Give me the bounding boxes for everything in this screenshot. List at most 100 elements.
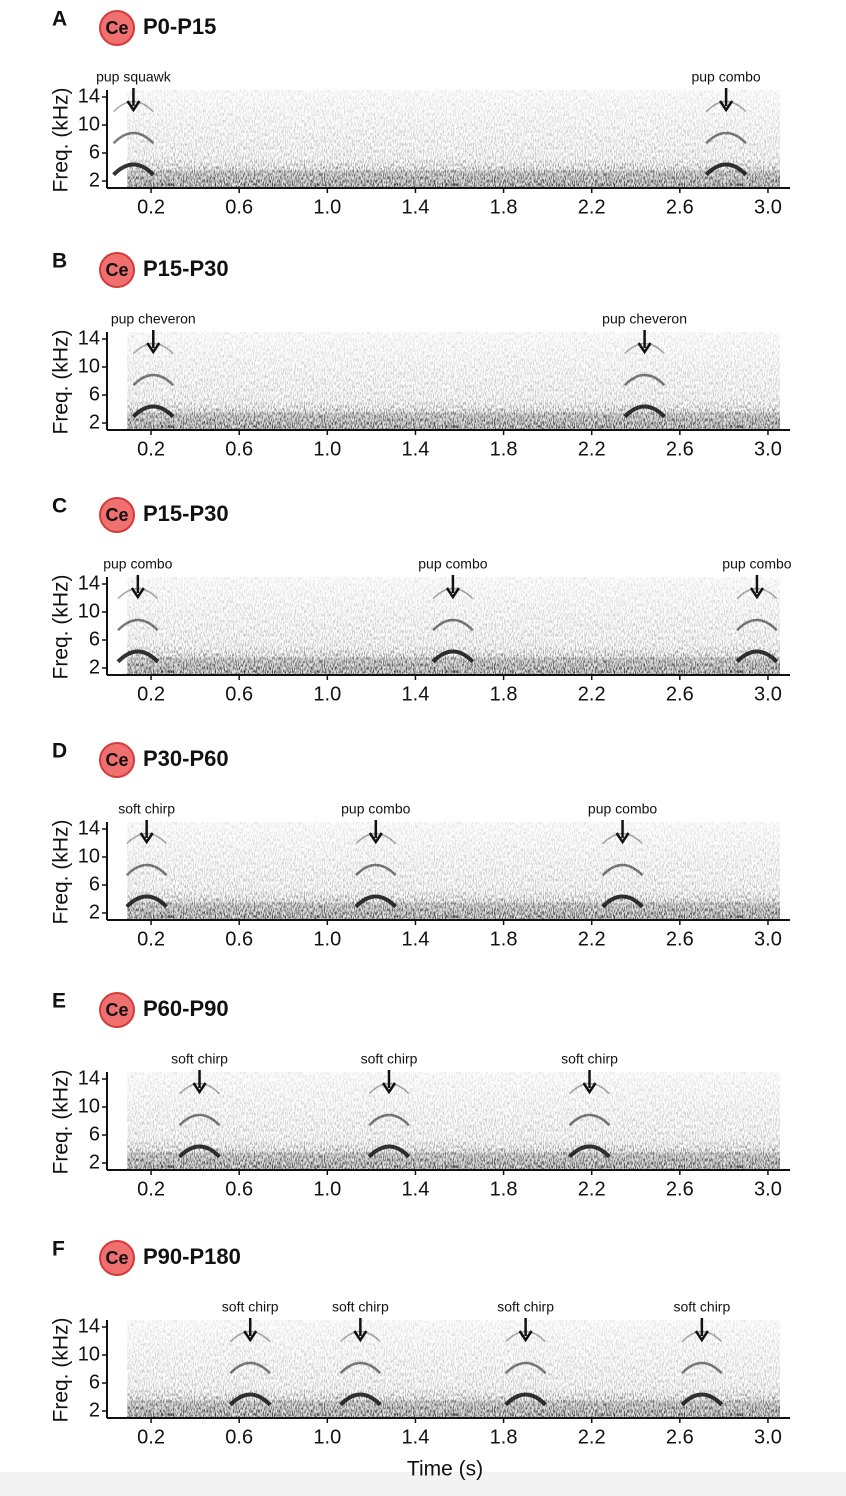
annotation-label: soft chirp [332, 1299, 389, 1315]
annotation-label: soft chirp [361, 1051, 418, 1067]
call-harmonic [505, 1330, 547, 1343]
badge-circle [99, 497, 135, 533]
call-harmonic [504, 1361, 547, 1375]
x-tick-label: 2.6 [666, 196, 694, 218]
annotation-arrow-head [749, 587, 764, 600]
call-harmonic [339, 1330, 381, 1343]
y-tick-label: 10 [78, 113, 100, 135]
annotation-arrow-head [130, 587, 145, 600]
call-harmonic [112, 162, 155, 177]
call-harmonic [623, 404, 666, 419]
noise-band [127, 1400, 780, 1418]
badge-text: Ce [105, 750, 128, 770]
call-harmonic [339, 1392, 382, 1407]
y-axis-title: Freq. (kHz) [50, 575, 73, 680]
age-label: P30-P60 [143, 746, 229, 771]
call-harmonic [116, 649, 160, 664]
badge-text: Ce [105, 260, 128, 280]
y-axis-title: Freq. (kHz) [50, 1318, 73, 1423]
x-tick-label: 2.2 [578, 928, 606, 950]
x-tick-label: 0.2 [137, 1178, 165, 1200]
x-tick-label: 0.6 [225, 438, 253, 460]
call-harmonic [624, 342, 665, 355]
call-harmonic [339, 1361, 382, 1375]
y-tick-label: 10 [78, 1095, 100, 1117]
x-tick-label: 1.8 [490, 196, 518, 218]
y-tick-label: 6 [89, 1371, 100, 1393]
y-tick-label: 2 [89, 411, 100, 433]
x-tick-label: 2.6 [666, 1426, 694, 1448]
badge-circle [99, 742, 135, 778]
x-tick-label: 2.6 [666, 1178, 694, 1200]
age-label: P60-P90 [143, 996, 229, 1021]
call-harmonic [623, 373, 666, 387]
x-tick-label: 1.4 [402, 196, 430, 218]
annotation-label: pup combo [341, 801, 410, 817]
y-tick-label: 14 [78, 1315, 100, 1337]
x-tick-label: 1.0 [313, 683, 341, 705]
annotation-arrow-head [694, 1330, 709, 1343]
call-harmonic [568, 1144, 611, 1159]
spectrogram-noise [127, 90, 780, 188]
call-harmonic [354, 894, 398, 909]
call-harmonic [432, 587, 474, 600]
y-tick-label: 10 [78, 845, 100, 867]
x-tick-label: 2.6 [666, 438, 694, 460]
x-tick-label: 0.2 [137, 438, 165, 460]
y-tick-label: 2 [89, 1399, 100, 1421]
call-harmonic [432, 618, 474, 632]
y-tick-label: 14 [78, 817, 100, 839]
x-tick-label: 3.0 [754, 1178, 782, 1200]
annotation-label: pup combo [588, 801, 657, 817]
age-label: P15-P30 [143, 501, 229, 526]
annotation-arrow-head [243, 1330, 258, 1343]
call-harmonic [178, 1144, 221, 1159]
annotation-arrow-head [192, 1082, 207, 1095]
call-harmonic [117, 618, 159, 632]
x-tick-label: 0.6 [225, 1426, 253, 1448]
call-harmonic [355, 863, 397, 877]
badge-circle [99, 1240, 135, 1276]
annotation-arrow-head [126, 100, 141, 113]
annotation-arrow-head [146, 342, 161, 355]
spectrogram-noise [127, 822, 780, 920]
annotation-label: soft chirp [497, 1299, 554, 1315]
panel: F Ce P90-P180 soft chirp soft chirp soft chir… [50, 1238, 790, 1448]
x-tick-label: 1.0 [313, 438, 341, 460]
call-harmonic [569, 1082, 610, 1095]
call-harmonic [125, 894, 168, 909]
call-harmonic [601, 863, 644, 877]
x-tick-label: 0.6 [225, 196, 253, 218]
annotation-arrow-head [381, 1082, 397, 1095]
y-tick-label: 6 [89, 1123, 100, 1145]
x-tick-label: 0.6 [225, 928, 253, 950]
call-harmonic [113, 100, 154, 113]
y-tick-label: 14 [78, 1067, 100, 1089]
x-tick-label: 0.2 [137, 1426, 165, 1448]
panel-letter: E [52, 990, 66, 1013]
x-tick-label: 1.4 [402, 438, 430, 460]
call-harmonic [431, 649, 475, 664]
y-tick-label: 14 [78, 327, 100, 349]
spectrogram-noise [127, 577, 780, 675]
badge-circle [99, 992, 135, 1028]
y-tick-label: 10 [78, 355, 100, 377]
spectrogram-noise [127, 1072, 780, 1170]
call-harmonic [681, 1330, 723, 1343]
call-harmonic [368, 1113, 410, 1127]
panel-letter: C [52, 495, 67, 518]
annotation-label: pup combo [103, 556, 172, 572]
spectrogram-noise [127, 332, 780, 430]
x-tick-label: 1.8 [490, 438, 518, 460]
y-axis-title: Freq. (kHz) [50, 1070, 73, 1175]
noise-band [127, 170, 780, 188]
annotation-arrow-head [353, 1330, 368, 1343]
x-tick-label: 1.4 [402, 1426, 430, 1448]
x-tick-label: 3.0 [754, 1426, 782, 1448]
noise-band [127, 902, 780, 920]
panel: D Ce P30-P60 soft chirp pup combo pup combo 2 6… [50, 740, 790, 950]
annotation-arrow-head [139, 832, 154, 845]
x-tick-label: 2.2 [578, 438, 606, 460]
footer-band [0, 1472, 846, 1496]
